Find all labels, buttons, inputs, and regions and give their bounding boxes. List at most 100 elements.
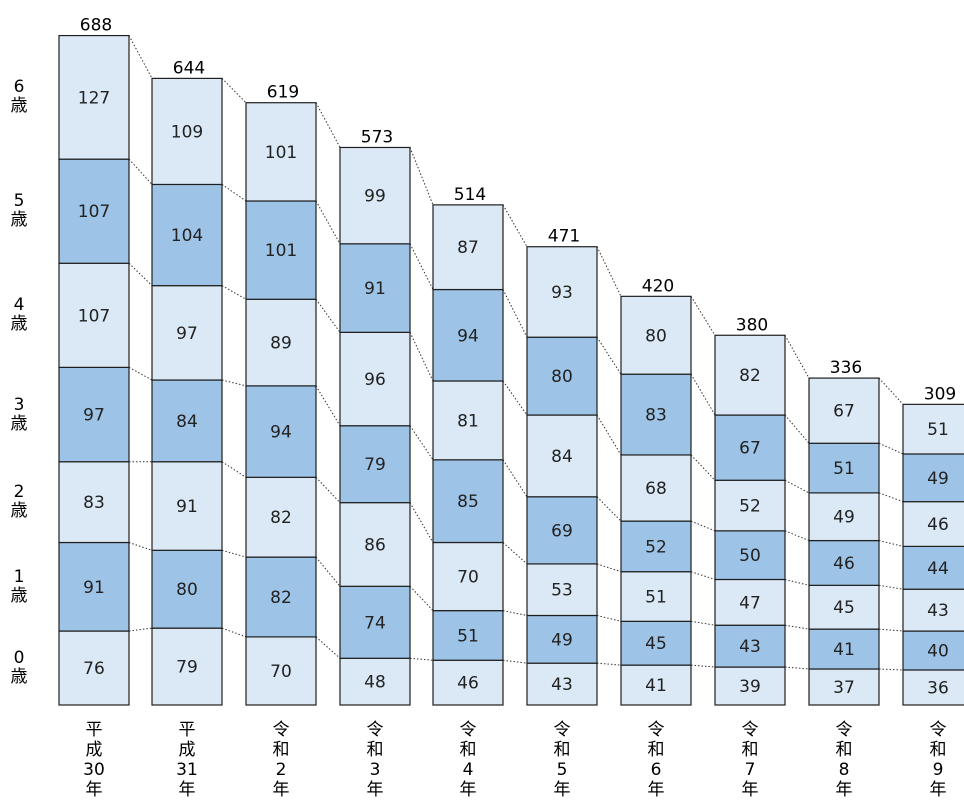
segment-value-label: 80: [176, 580, 198, 600]
bar-segment-3歳-1: [151, 379, 223, 463]
segment-value-label: 43: [551, 675, 573, 695]
segment-value-label: 107: [78, 202, 110, 222]
total-label: 644: [173, 58, 205, 78]
connector-line: [878, 377, 904, 405]
segment-value-label: 46: [833, 554, 855, 574]
connector-line: [690, 373, 716, 416]
connector-line: [221, 184, 247, 202]
segment-value-label: 45: [833, 598, 855, 618]
segment-value-label: 96: [364, 370, 386, 390]
bar-segment-3歳-8: [808, 539, 880, 586]
bar-segment-0歳-2: [245, 636, 317, 706]
bar-segment-3歳-7: [714, 530, 786, 581]
segment-value-label: 45: [645, 634, 667, 654]
bar-segment-0歳-5: [526, 662, 598, 706]
segment-value-label: 91: [83, 578, 105, 598]
segment-value-label: 44: [927, 559, 949, 579]
bar-segment-5歳-1: [151, 183, 223, 287]
bar-segment-6歳-8: [808, 377, 880, 444]
segment-value-label: 83: [645, 406, 667, 426]
bar-segment-3歳-4: [432, 459, 504, 544]
connector-line: [315, 102, 341, 148]
segment-value-label: 127: [78, 88, 110, 108]
connector-line: [784, 530, 810, 542]
segment-value-label: 49: [551, 630, 573, 650]
bar-segment-1歳-3: [339, 585, 411, 659]
segment-value-label: 87: [457, 238, 479, 258]
total-label: 336: [830, 358, 862, 378]
segment-value-label: 76: [83, 659, 105, 679]
connector-line: [502, 542, 528, 565]
connector-line: [128, 158, 153, 185]
bar-segment-2歳-4: [432, 541, 504, 612]
bar-segment-3歳-2: [245, 385, 317, 478]
connector-line: [315, 636, 341, 659]
segment-value-label: 69: [551, 521, 573, 541]
segment-value-label: 80: [551, 367, 573, 387]
connector-line: [409, 243, 434, 290]
connector-line: [878, 584, 904, 590]
segment-value-label: 99: [364, 187, 386, 207]
bar-stacks: 76 91 83 97 107 107 127 79 80 91 84 97 104 109 70 82 82 9…: [58, 34, 964, 706]
segment-value-label: 70: [270, 662, 292, 682]
segment-value-label: 52: [645, 537, 667, 557]
bar-segment-4歳-5: [526, 414, 598, 498]
connector-line: [315, 200, 341, 245]
connector-line: [596, 336, 622, 375]
bar-segment-2歳-8: [808, 584, 880, 630]
bar-segment-0歳-9: [902, 669, 964, 706]
connector-line: [502, 610, 528, 616]
segment-value-label: 46: [927, 515, 949, 535]
connector-line: [878, 668, 904, 671]
segment-value-label: 51: [457, 626, 479, 646]
segment-value-label: 68: [645, 479, 667, 499]
bar-segment-1歳-5: [526, 614, 598, 664]
segment-value-label: 83: [83, 493, 105, 513]
connector-line: [315, 476, 341, 503]
segment-value-label: 47: [739, 593, 761, 613]
connector-line: [221, 627, 247, 638]
connector-line: [690, 620, 716, 626]
connector-line: [409, 332, 434, 382]
connector-line: [409, 425, 434, 461]
connector-line: [596, 496, 622, 522]
segment-value-label: 43: [739, 637, 761, 657]
connector-line: [784, 578, 810, 586]
segment-value-label: 82: [739, 366, 761, 386]
bar-segment-1歳-8: [808, 628, 880, 670]
connector-line: [784, 335, 810, 379]
segment-value-label: 91: [176, 497, 198, 517]
total-label: 619: [267, 83, 299, 103]
segment-value-label: 37: [833, 678, 855, 698]
segment-value-label: 97: [176, 324, 198, 344]
bar-segment-4歳-3: [339, 331, 411, 427]
connector-line: [878, 540, 904, 547]
segment-value-label: 74: [364, 613, 386, 633]
segment-value-label: 41: [645, 676, 667, 696]
total-label: 420: [642, 276, 674, 296]
connector-line: [128, 262, 153, 286]
bar-segment-6歳-3: [339, 146, 411, 245]
bar-segment-6歳-1: [151, 77, 223, 186]
bar-segment-5歳-8: [808, 442, 880, 494]
segment-value-label: 84: [176, 412, 198, 432]
connector-line: [596, 614, 622, 622]
bar-segment-1歳-4: [432, 610, 504, 661]
connector-line: [690, 454, 716, 481]
connector-line: [784, 666, 810, 670]
bar-segment-2歳-1: [151, 461, 223, 551]
bar-segment-4歳-1: [151, 285, 223, 381]
bar-segment-5歳-3: [339, 243, 411, 333]
segment-value-label: 67: [833, 402, 855, 422]
bar-segment-1歳-1: [151, 549, 223, 629]
total-label: 309: [924, 384, 956, 404]
segment-value-label: 80: [645, 326, 667, 346]
segment-value-label: 51: [833, 459, 855, 479]
